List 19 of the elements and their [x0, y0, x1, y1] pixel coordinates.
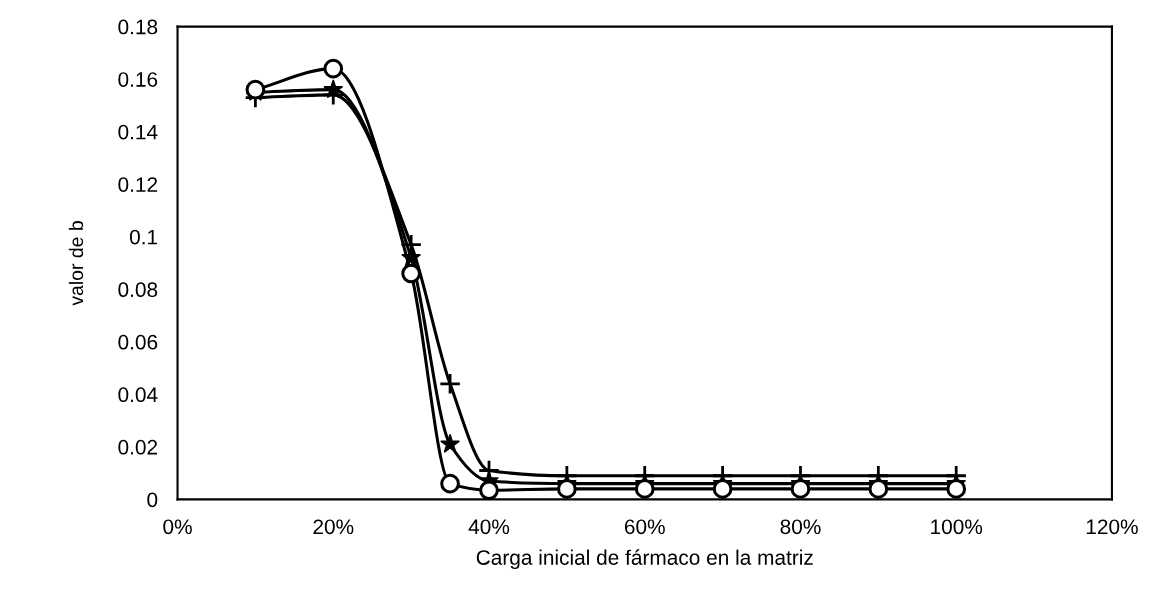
- x-tick-label: 60%: [624, 519, 665, 535]
- x-tick-label: 100%: [931, 519, 983, 535]
- y-tick-label: 0.08: [118, 282, 158, 298]
- x-tick-label: 80%: [780, 519, 821, 535]
- x-tick-label: 0%: [163, 519, 192, 535]
- y-tick-label: 0.1: [129, 229, 158, 245]
- y-tick-label: 0.06: [118, 334, 158, 350]
- x-axis-title: Carga inicial de fármaco en la matriz: [476, 549, 813, 570]
- y-tick-label: 0.02: [118, 439, 158, 455]
- y-tick-label: 0.16: [118, 72, 158, 87]
- y-axis-title: valor de b: [68, 221, 84, 306]
- y-tick-label: 0.18: [118, 19, 158, 35]
- y-tick-label: 0.04: [118, 387, 158, 403]
- y-tick-label: 0.12: [118, 177, 158, 192]
- x-tick-label: 40%: [468, 519, 510, 535]
- x-tick-label: 120%: [1086, 519, 1138, 535]
- y-tick-label: 0.14: [118, 124, 158, 140]
- y-tick-label: 0: [147, 492, 158, 508]
- x-tick-label: 20%: [313, 519, 354, 535]
